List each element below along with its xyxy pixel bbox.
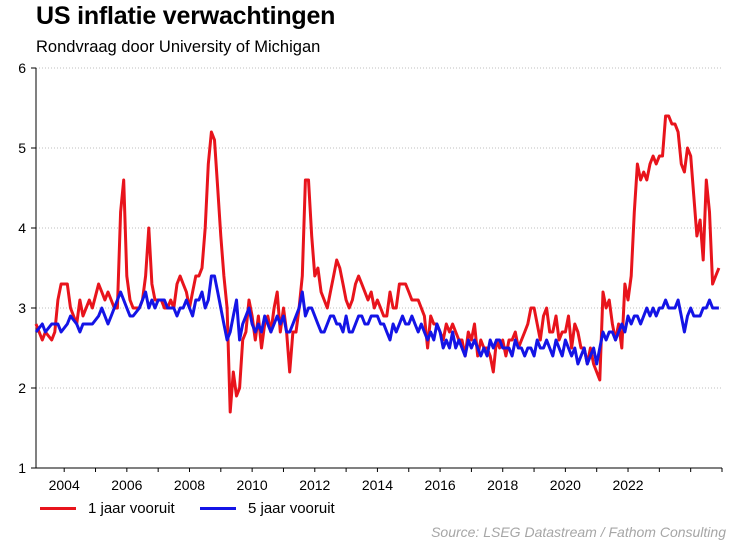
xtick-label-2008: 2008 <box>174 477 205 493</box>
legend-item-1: 1 jaar vooruit <box>40 500 175 517</box>
ytick-label-2: 2 <box>18 380 26 396</box>
xtick-label-2006: 2006 <box>111 477 142 493</box>
chart-title: US inflatie verwachtingen <box>36 2 336 30</box>
xtick-label-2004: 2004 <box>49 477 80 493</box>
ytick-label-3: 3 <box>18 300 26 316</box>
series-line-1 <box>34 114 721 414</box>
xtick-label-2018: 2018 <box>487 477 518 493</box>
xtick-label-2012: 2012 <box>299 477 330 493</box>
source-note: Source: LSEG Datastream / Fathom Consult… <box>431 524 726 540</box>
gridlines <box>36 67 722 389</box>
xtick-label-2022: 2022 <box>612 477 643 493</box>
ytick-label-1: 1 <box>18 460 26 476</box>
legend-label-1: 1 jaar vooruit <box>88 500 175 517</box>
legend-label-2: 5 jaar vooruit <box>248 500 335 517</box>
legend-item-2: 5 jaar vooruit <box>200 500 335 517</box>
legend-swatch-red <box>40 507 76 510</box>
series-lines <box>34 114 721 414</box>
legend-swatch-blue <box>200 507 236 510</box>
ytick-label-5: 5 <box>18 140 26 156</box>
xtick-label-2020: 2020 <box>550 477 581 493</box>
chart-subtitle: Rondvraag door University of Michigan <box>36 38 321 56</box>
xtick-label-2016: 2016 <box>425 477 456 493</box>
ytick-label-4: 4 <box>18 220 26 236</box>
series-line-2 <box>34 274 719 366</box>
xtick-label-2014: 2014 <box>362 477 393 493</box>
xtick-label-2010: 2010 <box>237 477 268 493</box>
ytick-label-6: 6 <box>18 60 26 76</box>
axes: 1 2 3 4 5 6 2004 2006 2008 2010 2012 2014 2016 2018 20… <box>18 60 723 493</box>
